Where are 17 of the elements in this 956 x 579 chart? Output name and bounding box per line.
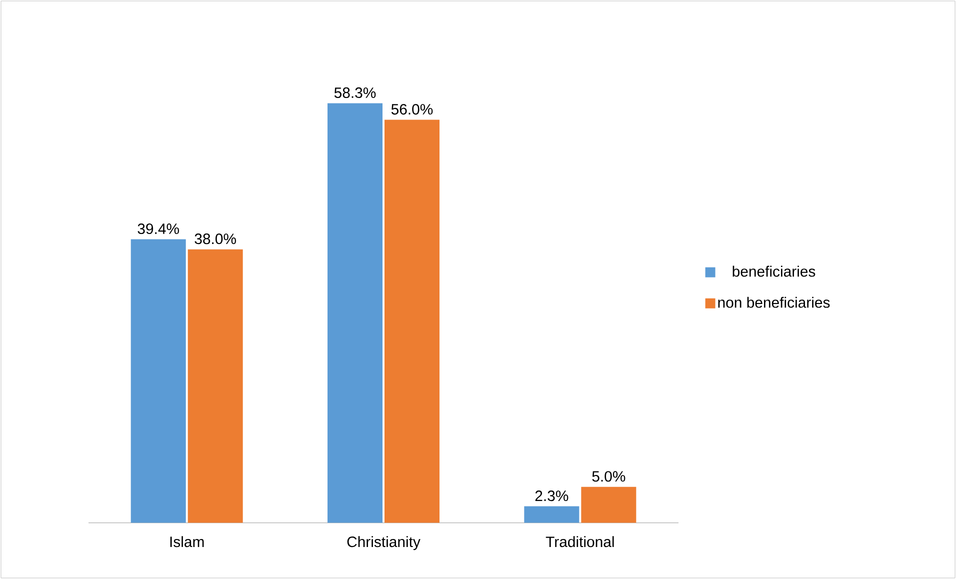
legend-label: non beneficiaries (718, 296, 830, 308)
data-label: 2.3% (535, 490, 568, 502)
data-label: 5.0% (592, 471, 626, 482)
x-tick-label: Traditional (546, 536, 614, 548)
bar (524, 506, 580, 523)
bar (328, 103, 383, 523)
bar (188, 249, 243, 523)
x-tick-label: Islam (170, 536, 204, 548)
bar (130, 239, 186, 523)
data-label: 58.3% (334, 87, 376, 98)
data-label: 38.0% (194, 234, 236, 244)
data-label: 56.0% (391, 104, 433, 115)
bar (581, 486, 636, 523)
bar (384, 120, 440, 523)
data-label: 39.4% (138, 223, 179, 234)
legend-label: beneficiaries (732, 266, 816, 277)
x-tick-label: Christianity (347, 536, 420, 550)
